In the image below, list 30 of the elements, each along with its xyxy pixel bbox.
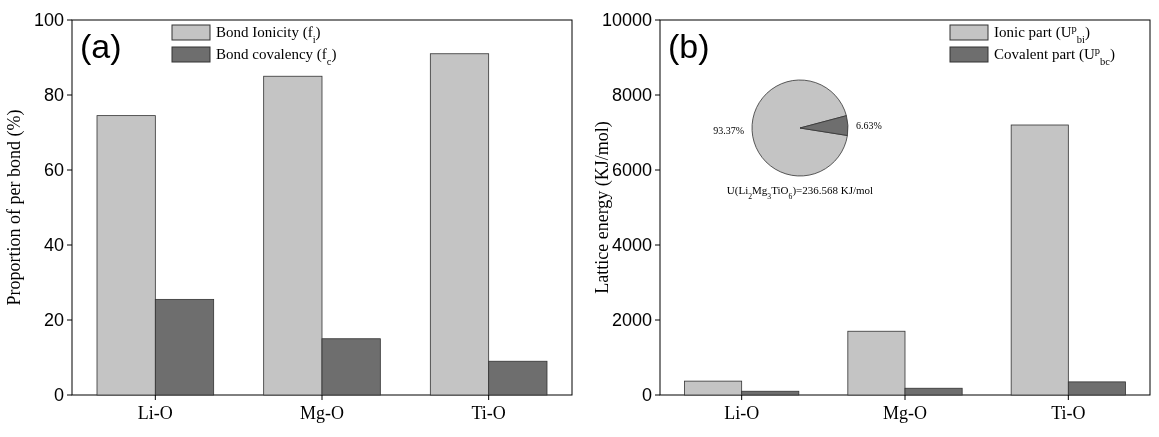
x-tick-label: Mg-O: [300, 403, 344, 423]
y-axis-title: Lattice energy (KJ/mol): [592, 121, 613, 294]
y-tick-label: 40: [43, 235, 64, 256]
x-tick-label: Ti-O: [1051, 403, 1086, 423]
y-tick-label: 4000: [611, 235, 652, 256]
data-label: 6.63%: [855, 119, 882, 131]
legend-label: Bond Ionicity (f$_{i}$): [216, 24, 321, 45]
y-tick-label: 6000: [611, 160, 652, 181]
y-tick-label: 2000: [611, 310, 652, 331]
y-tick-label: 60: [43, 160, 64, 181]
data-label: 93.37%: [713, 125, 745, 137]
y-tick-label: 10000: [601, 10, 652, 31]
y-axis-title: Proportion of per bond (%): [4, 109, 25, 306]
x-tick-label: Li-O: [724, 403, 760, 423]
annotation: (a): [80, 27, 122, 65]
x-tick-label: Li-O: [137, 403, 173, 423]
annotation: (b): [668, 27, 710, 65]
y-tick-label: 0: [53, 385, 64, 406]
legend-label: Covalent part (U$^{p}$$_{bc}$): [994, 44, 1115, 67]
legend-label: Ionic part (U$^{p}$$_{bi}$): [994, 22, 1090, 45]
y-tick-label: 100: [33, 10, 64, 31]
legend-label: Bond covalency (f$_{c}$): [216, 46, 337, 67]
y-tick-label: 80: [43, 85, 64, 106]
y-tick-label: 20: [43, 310, 64, 331]
annotation: U(Li$_{2}$Mg$_{3}$TiO$_{6}$)=236.568 KJ/mol: [726, 184, 874, 201]
y-tick-label: 8000: [611, 85, 652, 106]
pie-slice: [751, 79, 848, 177]
x-tick-label: Mg-O: [883, 403, 927, 423]
x-tick-label: Ti-O: [471, 403, 506, 423]
y-tick-label: 0: [641, 385, 652, 406]
